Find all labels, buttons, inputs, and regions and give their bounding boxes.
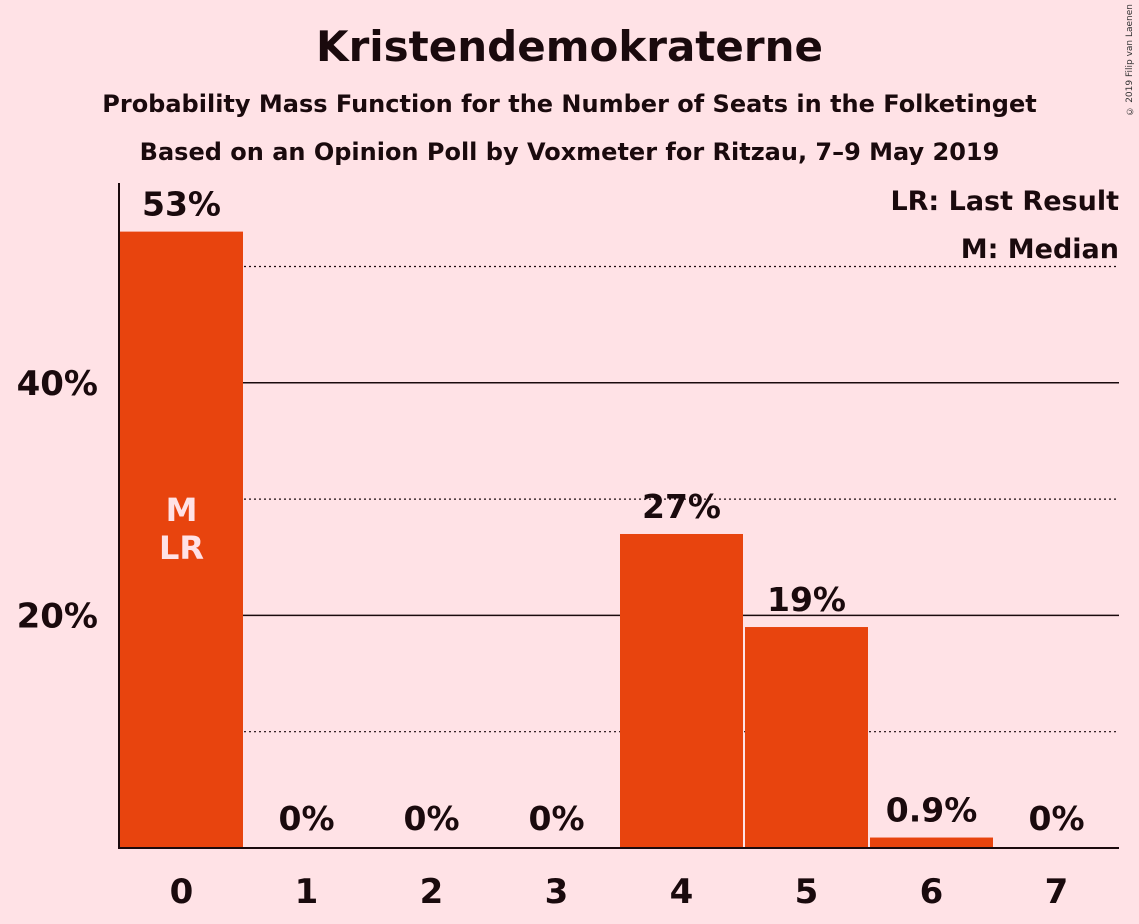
x-tick-label: 6 <box>920 872 944 912</box>
legend-entry: LR: Last Result <box>890 186 1119 217</box>
legend-entry: M: Median <box>961 234 1119 265</box>
bar-value-label: 53% <box>142 185 221 224</box>
bar-annotation: LR <box>159 529 204 567</box>
x-tick-label: 4 <box>670 872 694 912</box>
y-tick-label: 40% <box>17 364 98 404</box>
bar-value-label: 0% <box>528 799 584 838</box>
bar-value-label: 0% <box>1028 799 1084 838</box>
chart-subtitle-source: Based on an Opinion Poll by Voxmeter for… <box>139 138 1000 166</box>
bar <box>120 231 243 849</box>
bar-value-label: 0.9% <box>886 791 978 830</box>
bar <box>870 837 993 848</box>
x-tick-label: 7 <box>1045 872 1069 912</box>
bar-value-label: 0% <box>403 799 459 838</box>
x-tick-label: 5 <box>795 872 819 912</box>
x-tick-label: 0 <box>170 872 194 912</box>
x-tick-label: 1 <box>295 872 319 912</box>
y-tick-label: 20% <box>17 596 98 636</box>
bar-value-label: 27% <box>642 487 721 526</box>
bar-value-label: 19% <box>767 580 846 619</box>
bar-value-label: 0% <box>278 799 334 838</box>
x-tick-label: 3 <box>545 872 569 912</box>
bar <box>745 627 868 848</box>
chart-title: Kristendemokraterne <box>316 22 823 71</box>
x-tick-label: 2 <box>420 872 444 912</box>
chart-subtitle: Probability Mass Function for the Number… <box>102 90 1037 118</box>
bar-annotation: M <box>166 491 198 529</box>
bar <box>620 533 743 848</box>
